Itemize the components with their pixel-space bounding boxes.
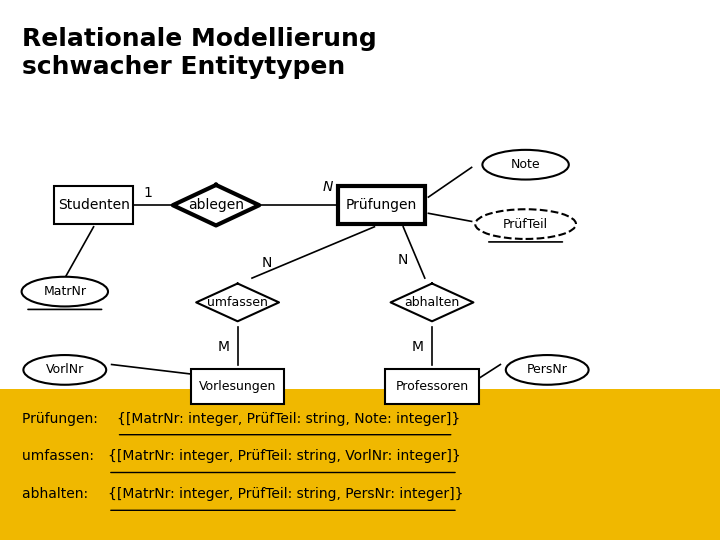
Text: umfassen: umfassen [207,296,268,309]
Polygon shape [390,284,474,321]
Text: abhalten:: abhalten: [22,487,92,501]
Bar [0,0,720,389]
Text: N: N [261,256,271,270]
Text: M: M [412,340,423,354]
Text: Prüfungen: Prüfungen [346,198,417,212]
Text: {[MatrNr: integer, PrüfTeil: string, PersNr: integer]}: {[MatrNr: integer, PrüfTeil: string, Per… [108,487,464,501]
FancyBboxPatch shape [191,369,284,404]
Polygon shape [196,284,279,321]
Text: Vorlesungen: Vorlesungen [199,380,276,393]
Bar [0,389,720,540]
FancyBboxPatch shape [385,369,479,404]
Text: MatrNr: MatrNr [43,285,86,298]
Text: Prüfungen:: Prüfungen: [22,411,102,426]
Text: Relationale Modellierung
schwacher Entitytypen: Relationale Modellierung schwacher Entit… [22,27,377,79]
Text: umfassen:: umfassen: [22,449,98,463]
Text: M: M [217,340,229,354]
Text: ablegen: ablegen [188,198,244,212]
Polygon shape [173,185,259,226]
Text: {[MatrNr: integer, PrüfTeil: string, VorlNr: integer]}: {[MatrNr: integer, PrüfTeil: string, Vor… [108,449,461,463]
Text: Professoren: Professoren [395,380,469,393]
FancyBboxPatch shape [54,186,133,224]
Text: Note: Note [510,158,541,171]
Text: N: N [398,253,408,267]
Text: 1: 1 [143,186,152,200]
Ellipse shape [23,355,107,384]
Ellipse shape [482,150,569,180]
Ellipse shape [22,276,108,307]
Text: VorlNr: VorlNr [45,363,84,376]
Text: {[MatrNr: integer, PrüfTeil: string, Note: integer]}: {[MatrNr: integer, PrüfTeil: string, Not… [117,411,460,426]
Ellipse shape [506,355,589,384]
Text: abhalten: abhalten [405,296,459,309]
Text: PrüfTeil: PrüfTeil [503,218,548,231]
Text: Studenten: Studenten [58,198,130,212]
Ellipse shape [475,209,576,239]
FancyBboxPatch shape [338,186,425,224]
Text: PersNr: PersNr [527,363,567,376]
Text: N: N [323,180,333,194]
